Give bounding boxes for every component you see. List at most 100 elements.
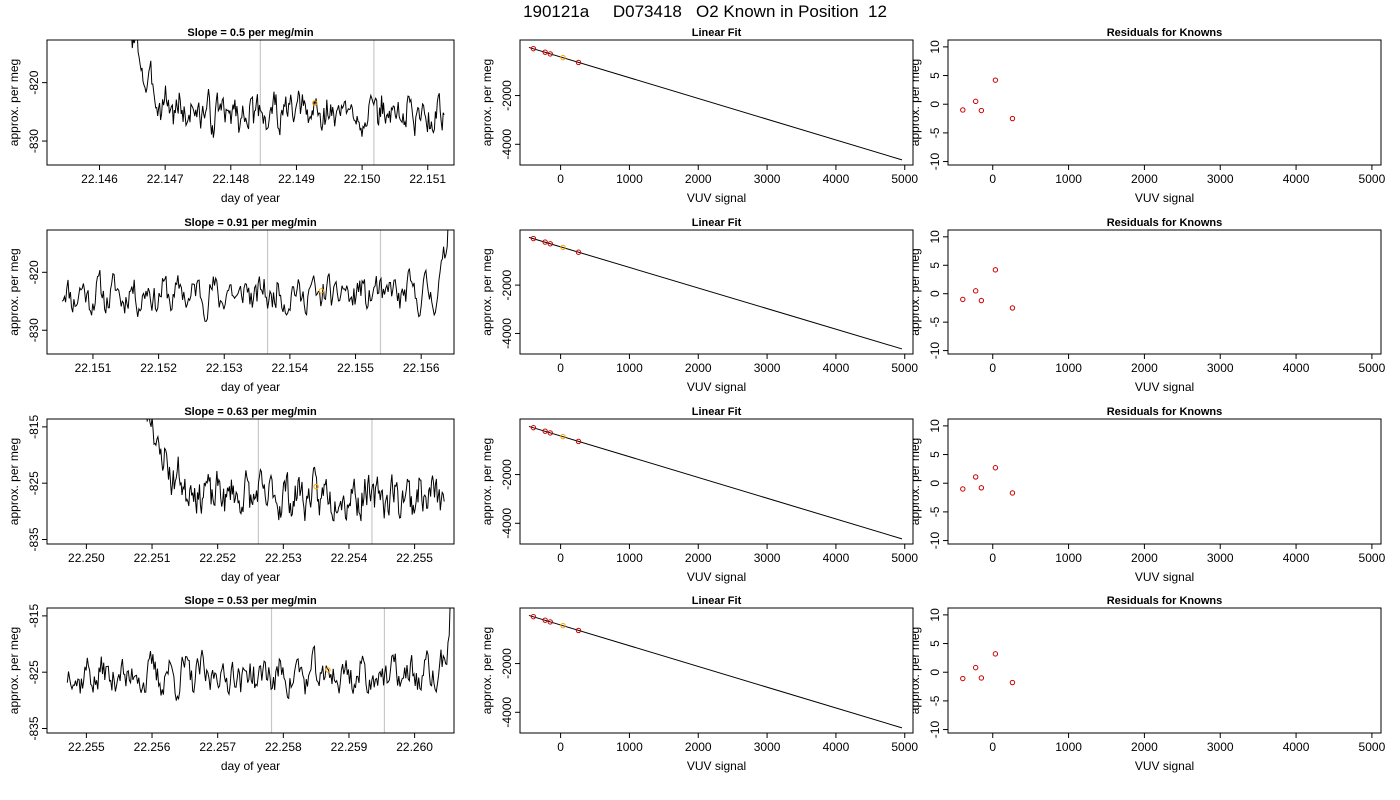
x-tick-label: 4000 [823,172,850,186]
plot-frame [46,229,455,355]
panel-2-3: Residuals for Knowns 0 1000 2000 3000 4000 500… [908,217,1386,394]
plot-frame [46,39,455,166]
x-tick-label: 22.250 [68,551,105,565]
x-tick-label: 4000 [823,740,850,754]
x-axis-label: VUV signal [1135,759,1194,773]
x-tick-label: 0 [989,740,996,754]
known-point [575,249,582,255]
x-tick-label: 2000 [685,172,712,186]
x-axis-label: VUV signal [687,570,746,584]
plot-frame [947,39,1382,166]
y-tick-label: 10 [928,40,942,54]
x-tick-label: 4000 [823,551,850,565]
x-axis-label: VUV signal [687,191,746,205]
y-tick-label: 0 [928,480,942,487]
residual-point [972,98,979,105]
plot-frame [519,229,914,355]
x-tick-label: 22.149 [278,172,315,186]
y-tick-label: -815 [27,415,41,439]
x-tick-label: 4000 [1283,172,1310,186]
x-tick-label: 0 [989,361,996,375]
known-average-marker [312,100,318,106]
plot-data [131,40,445,165]
y-tick-label: -10 [928,721,942,739]
x-tick-label: 1000 [1055,172,1082,186]
plot-frame [947,229,1382,355]
y-axis-label: approx. per meg [7,627,21,714]
x-tick-label: 3000 [1207,740,1234,754]
y-tick-label: 10 [928,419,942,433]
y-tick-label: -825 [27,660,41,684]
x-tick-label: 22.147 [147,172,184,186]
y-tick-label: -5 [928,695,942,706]
plot-frame [519,418,914,545]
known-point [530,235,537,242]
y-tick-label: -2000 [500,269,514,300]
residual-point [978,675,985,681]
known-point [575,627,582,634]
x-axis-label: VUV signal [1135,380,1194,394]
plot-data [528,613,903,729]
highlight-point [560,622,566,629]
y-tick-label: 5 [928,262,942,269]
x-tick-label: 4000 [1283,740,1310,754]
x-axis-label: VUV signal [1135,191,1194,205]
highlight-point [560,54,566,61]
plot-frame [519,607,914,734]
x-axis-label: VUV signal [687,759,746,773]
x-tick-label: 5000 [1359,361,1386,375]
x-tick-label: 1000 [1055,551,1082,565]
x-tick-label: 22.146 [81,172,118,186]
y-tick-label: -830 [27,129,41,153]
fit-line [528,236,903,350]
y-tick-label: 0 [928,101,942,108]
x-tick-label: 22.151 [409,172,446,186]
y-tick-label: -10 [928,342,942,360]
x-tick-label: 22.258 [265,740,302,754]
x-tick-label: 2000 [685,551,712,565]
x-tick-label: 22.251 [134,551,171,565]
y-tick-label: -4000 [500,508,514,539]
x-tick-label: 0 [989,172,996,186]
x-tick-label: 2000 [1131,172,1158,186]
x-tick-label: 0 [557,361,564,375]
x-tick-label: 22.155 [337,361,374,375]
y-axis-label: approx. per meg [908,59,922,146]
residual-point [978,485,985,491]
x-tick-label: 5000 [891,551,918,565]
panel-title: Slope = 0.53 per meg/min [184,595,317,607]
fit-line [528,46,903,161]
x-tick-label: 22.260 [396,740,433,754]
highlight-point [560,244,566,251]
y-tick-label: 10 [928,230,942,244]
x-tick-label: 2000 [1131,740,1158,754]
y-axis-label: approx. per meg [480,627,494,714]
y-axis-label: approx. per meg [7,59,21,146]
known-point [547,51,553,57]
x-tick-label: 22.150 [344,172,381,186]
x-tick-label: 2000 [1131,551,1158,565]
x-tick-label: 0 [989,551,996,565]
y-tick-label: -830 [27,318,41,342]
x-tick-label: 4000 [823,361,850,375]
residual-point [992,267,999,273]
known-point [530,424,537,431]
y-tick-label: -5 [928,127,942,138]
y-tick-label: 10 [928,608,942,622]
y-tick-label: -10 [928,532,942,550]
panel-3-3: Residuals for Knowns 0 1000 2000 3000 4000 500… [908,406,1386,584]
x-tick-label: 22.252 [199,551,236,565]
x-axis-label: day of year [221,759,280,773]
known-point [542,49,548,55]
residual-point [972,288,979,294]
x-tick-label: 4000 [1283,551,1310,565]
known-point [547,241,553,247]
signal-series-line [146,419,445,522]
x-axis-label: VUV signal [687,380,746,394]
panel-1-3: Residuals for Knowns 0 1000 2000 3000 4000 500… [908,27,1386,205]
y-tick-label: -2000 [500,459,514,490]
residual-point [1009,115,1016,122]
panel-title: Slope = 0.5 per meg/min [187,27,314,39]
x-tick-label: 22.254 [331,551,368,565]
figure-title: 190121a D073418 O2 Known in Position 12 [523,2,887,21]
